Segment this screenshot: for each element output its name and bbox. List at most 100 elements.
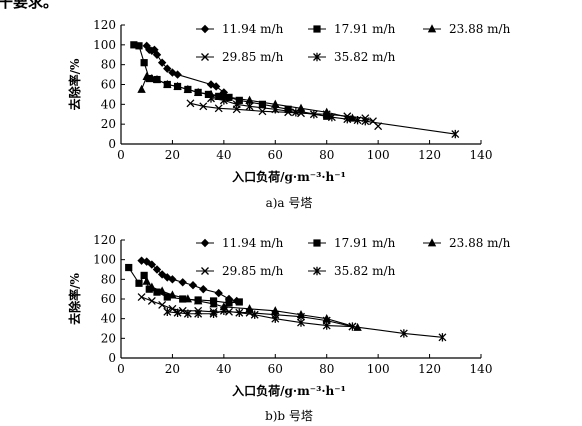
data-point xyxy=(291,108,300,117)
data-point xyxy=(152,74,162,83)
x-axis-label: 入口负荷/g·m⁻³·h⁻¹ xyxy=(232,169,346,184)
data-point xyxy=(135,42,143,50)
legend-label: 29.85 m/h xyxy=(222,264,284,278)
data-point xyxy=(125,263,133,272)
data-point xyxy=(186,99,195,108)
legend-label: 11.94 m/h xyxy=(222,236,284,250)
legend-entry: 35.82 m/h xyxy=(308,264,396,278)
legend-marker xyxy=(427,24,437,33)
data-point xyxy=(168,290,177,299)
data-point xyxy=(258,107,267,116)
data-point xyxy=(173,70,182,79)
data-point xyxy=(343,115,352,124)
legend-marker xyxy=(201,53,209,61)
data-point xyxy=(235,308,244,317)
data-point xyxy=(173,81,182,90)
x-tick-label: 140 xyxy=(470,362,493,376)
data-point xyxy=(153,288,161,296)
data-point xyxy=(183,84,193,93)
data-point xyxy=(183,294,193,303)
legend-entry: 17.91 m/h xyxy=(308,22,396,36)
data-point xyxy=(322,321,331,330)
data-point xyxy=(438,333,447,342)
figure-fragment-text: 干要求。 xyxy=(0,0,59,11)
y-tick-label: 0 xyxy=(108,137,116,151)
data-point xyxy=(225,299,233,307)
data-point xyxy=(147,297,156,305)
y-tick-label: 100 xyxy=(93,253,116,267)
x-tick-label: 60 xyxy=(268,148,283,162)
data-point xyxy=(188,281,198,290)
data-point xyxy=(235,298,243,306)
data-point xyxy=(361,116,370,126)
data-point xyxy=(163,64,172,73)
y-axis-label: 去除率/% xyxy=(67,58,82,110)
data-point xyxy=(157,270,167,279)
x-tick-label: 0 xyxy=(117,362,125,376)
chart-caption: a)a 号塔 xyxy=(266,196,313,210)
data-point xyxy=(258,100,267,108)
x-tick-label: 120 xyxy=(418,148,441,162)
data-point xyxy=(142,71,151,80)
legend-label: 35.82 m/h xyxy=(334,50,396,64)
data-point xyxy=(158,300,167,309)
legend-label: 23.88 m/h xyxy=(449,236,511,250)
x-tick-label: 60 xyxy=(268,362,283,376)
x-tick-label: 40 xyxy=(216,148,231,162)
data-point xyxy=(168,275,177,284)
legend-entry: 35.82 m/h xyxy=(308,50,396,64)
series-line xyxy=(141,75,353,119)
data-point xyxy=(271,314,280,323)
data-point xyxy=(157,286,167,295)
y-tick-label: 60 xyxy=(101,292,116,306)
y-tick-label: 100 xyxy=(93,38,116,52)
chart-panel: 0 20 40 60 80 100 120 140 0 20 40 60 80 100 120 入口负荷/g·… xyxy=(67,18,511,210)
y-tick-label: 40 xyxy=(101,312,116,326)
data-point xyxy=(271,99,280,108)
data-point xyxy=(137,84,146,93)
legend-marker xyxy=(200,24,210,34)
x-tick-label: 80 xyxy=(319,362,334,376)
data-point xyxy=(215,92,223,100)
data-point xyxy=(135,279,143,287)
x-tick-label: 100 xyxy=(367,148,390,162)
data-point xyxy=(232,100,241,109)
data-point xyxy=(199,284,208,294)
data-point xyxy=(140,59,148,67)
y-tick-label: 40 xyxy=(101,97,116,111)
chart-caption: b)b 号塔 xyxy=(265,409,313,423)
data-point xyxy=(284,108,293,117)
data-point xyxy=(193,87,203,96)
y-tick-label: 120 xyxy=(93,233,116,247)
data-point xyxy=(451,129,460,139)
data-point xyxy=(147,282,157,291)
y-tick-label: 20 xyxy=(101,117,116,131)
data-point xyxy=(214,104,223,113)
legend-entry: 29.85 m/h xyxy=(196,264,284,278)
legend-label: 17.91 m/h xyxy=(334,236,396,250)
data-point xyxy=(178,278,187,287)
data-point xyxy=(206,80,216,89)
y-tick-label: 80 xyxy=(101,58,116,72)
data-point xyxy=(219,96,228,105)
data-point xyxy=(399,329,408,338)
legend-label: 35.82 m/h xyxy=(334,264,396,278)
data-point xyxy=(214,288,223,298)
legend-entry: 23.88 m/h xyxy=(423,22,511,36)
data-point xyxy=(147,260,157,269)
data-point xyxy=(348,322,357,331)
legend-entry: 11.94 m/h xyxy=(196,236,284,250)
x-tick-label: 40 xyxy=(216,362,231,376)
y-tick-label: 20 xyxy=(101,331,116,345)
legend-entry: 11.94 m/h xyxy=(196,22,284,36)
data-point xyxy=(245,95,254,104)
series-line xyxy=(210,97,456,135)
legend-marker xyxy=(200,238,210,248)
chart-panel: 0 20 40 60 80 100 120 140 0 20 40 60 80 100 120 入口负荷/g·… xyxy=(67,233,511,423)
data-point xyxy=(207,94,215,103)
legend-marker xyxy=(313,25,321,33)
y-tick-label: 60 xyxy=(101,78,116,92)
data-point xyxy=(224,294,234,304)
series-asterisk xyxy=(163,306,447,342)
data-point xyxy=(327,113,336,122)
